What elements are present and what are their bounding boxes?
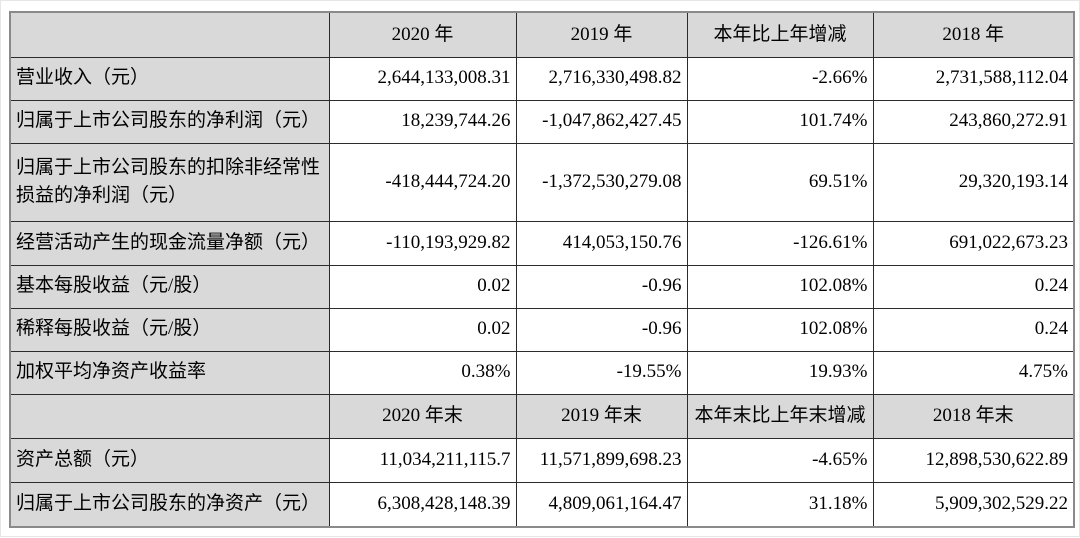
value-end-change: 31.18% bbox=[686, 481, 874, 528]
header-cell-2018: 2018 年 bbox=[872, 11, 1075, 58]
value-change: 101.74% bbox=[686, 99, 874, 144]
value-2019: -1,372,530,279.08 bbox=[515, 142, 688, 222]
value-end-2018: 12,898,530,622.89 bbox=[872, 437, 1075, 483]
value-end-change: -4.65% bbox=[686, 437, 874, 483]
row-label: 稀释每股收益（元/股） bbox=[9, 307, 330, 352]
table-row-basic-eps: 基本每股收益（元/股） 0.02 -0.96 102.08% 0.24 bbox=[9, 264, 1075, 309]
value-2018: 691,022,673.23 bbox=[872, 220, 1075, 266]
row-label: 归属于上市公司股东的净利润（元） bbox=[9, 99, 330, 144]
value-2020: 2,644,133,008.31 bbox=[328, 56, 517, 101]
value-2018: 0.24 bbox=[872, 264, 1075, 309]
header-row-balance: 2020 年末 2019 年末 本年末比上年末增减 2018 年末 bbox=[9, 393, 1075, 439]
header-cell-end-2020: 2020 年末 bbox=[328, 393, 517, 439]
value-2019: -19.55% bbox=[515, 350, 688, 395]
value-2018: 243,860,272.91 bbox=[872, 99, 1075, 144]
header-cell-end-change: 本年末比上年末增减 bbox=[686, 393, 874, 439]
value-change: -2.66% bbox=[686, 56, 874, 101]
row-label: 基本每股收益（元/股） bbox=[9, 264, 330, 309]
table-row-total-assets: 资产总额（元） 11,034,211,115.7 11,571,899,698.… bbox=[9, 437, 1075, 483]
value-2018: 2,731,588,112.04 bbox=[872, 56, 1075, 101]
header-cell-yoy-change: 本年比上年增减 bbox=[686, 11, 874, 58]
header-cell-2020: 2020 年 bbox=[328, 11, 517, 58]
header-blank-cell bbox=[9, 393, 330, 439]
value-2020: 0.38% bbox=[328, 350, 517, 395]
table-row-weighted-avg-roe: 加权平均净资产收益率 0.38% -19.55% 19.93% 4.75% bbox=[9, 350, 1075, 395]
value-end-2019: 4,809,061,164.47 bbox=[515, 481, 688, 528]
value-change: 102.08% bbox=[686, 307, 874, 352]
value-2019: 414,053,150.76 bbox=[515, 220, 688, 266]
row-label: 归属于上市公司股东的扣除非经常性损益的净利润（元） bbox=[9, 142, 330, 222]
value-2019: -0.96 bbox=[515, 264, 688, 309]
row-label: 经营活动产生的现金流量净额（元） bbox=[9, 220, 330, 266]
table-row-net-profit: 归属于上市公司股东的净利润（元） 18,239,744.26 -1,047,86… bbox=[9, 99, 1075, 144]
table-row-net-assets: 归属于上市公司股东的净资产（元） 6,308,428,148.39 4,809,… bbox=[9, 481, 1075, 528]
table-row-revenue: 营业收入（元） 2,644,133,008.31 2,716,330,498.8… bbox=[9, 56, 1075, 101]
value-2019: -0.96 bbox=[515, 307, 688, 352]
financial-summary-table: 2020 年 2019 年 本年比上年增减 2018 年 营业收入（元） 2,6… bbox=[9, 11, 1075, 528]
row-label: 加权平均净资产收益率 bbox=[9, 350, 330, 395]
value-2019: 2,716,330,498.82 bbox=[515, 56, 688, 101]
value-2020: 0.02 bbox=[328, 307, 517, 352]
header-cell-end-2018: 2018 年末 bbox=[872, 393, 1075, 439]
header-cell-end-2019: 2019 年末 bbox=[515, 393, 688, 439]
header-cell-2019: 2019 年 bbox=[515, 11, 688, 58]
value-change: 102.08% bbox=[686, 264, 874, 309]
table-row-diluted-eps: 稀释每股收益（元/股） 0.02 -0.96 102.08% 0.24 bbox=[9, 307, 1075, 352]
value-2019: -1,047,862,427.45 bbox=[515, 99, 688, 144]
value-2018: 0.24 bbox=[872, 307, 1075, 352]
table-row-net-profit-excl-nonrecurring: 归属于上市公司股东的扣除非经常性损益的净利润（元） -418,444,724.2… bbox=[9, 142, 1075, 222]
value-2020: -110,193,929.82 bbox=[328, 220, 517, 266]
value-2020: -418,444,724.20 bbox=[328, 142, 517, 222]
value-2020: 18,239,744.26 bbox=[328, 99, 517, 144]
table-row-operating-cash-flow: 经营活动产生的现金流量净额（元） -110,193,929.82 414,053… bbox=[9, 220, 1075, 266]
value-change: 19.93% bbox=[686, 350, 874, 395]
value-2018: 4.75% bbox=[872, 350, 1075, 395]
row-label: 营业收入（元） bbox=[9, 56, 330, 101]
header-row-period: 2020 年 2019 年 本年比上年增减 2018 年 bbox=[9, 11, 1075, 58]
value-change: 69.51% bbox=[686, 142, 874, 222]
value-end-2020: 11,034,211,115.7 bbox=[328, 437, 517, 483]
value-2018: 29,320,193.14 bbox=[872, 142, 1075, 222]
header-blank-cell bbox=[9, 11, 330, 58]
value-2020: 0.02 bbox=[328, 264, 517, 309]
value-end-2018: 5,909,302,529.22 bbox=[872, 481, 1075, 528]
value-change: -126.61% bbox=[686, 220, 874, 266]
value-end-2020: 6,308,428,148.39 bbox=[328, 481, 517, 528]
row-label: 归属于上市公司股东的净资产（元） bbox=[9, 481, 330, 528]
row-label: 资产总额（元） bbox=[9, 437, 330, 483]
value-end-2019: 11,571,899,698.23 bbox=[515, 437, 688, 483]
